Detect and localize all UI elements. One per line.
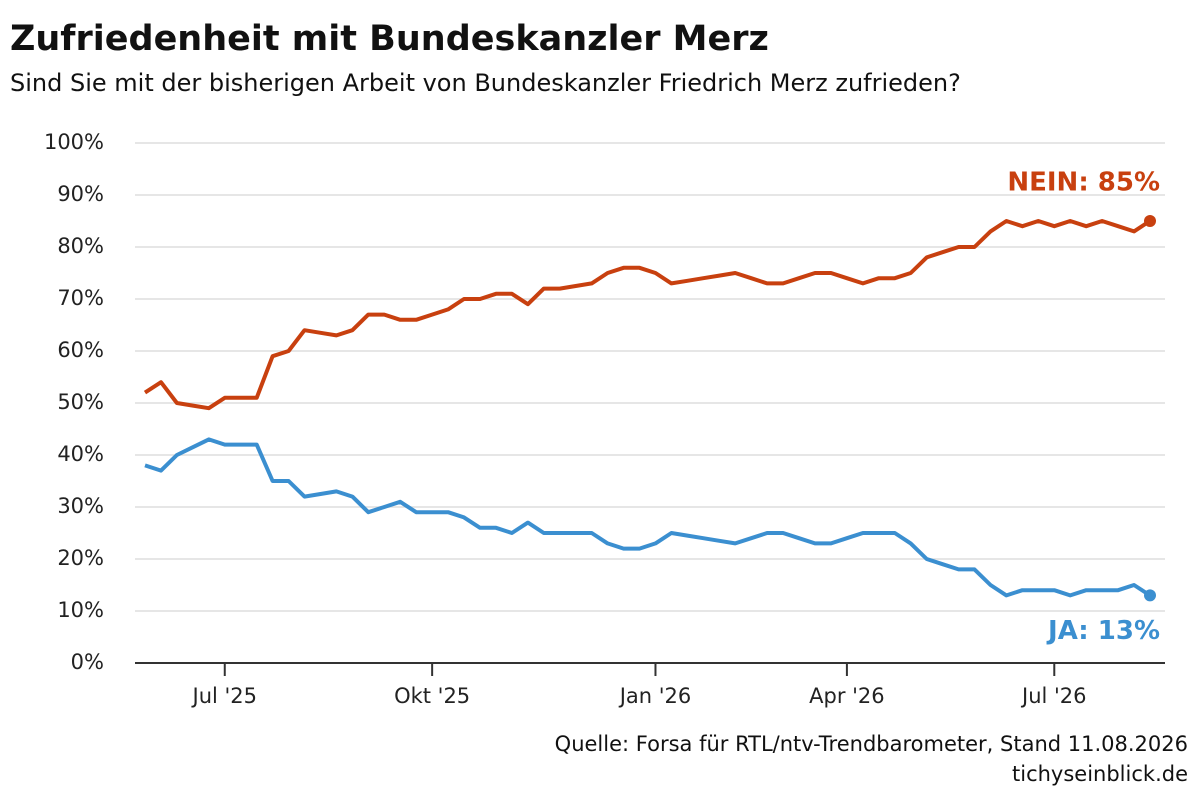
end-dot bbox=[1144, 215, 1156, 227]
y-tick-label: 80% bbox=[57, 234, 104, 258]
y-tick-label: 60% bbox=[57, 338, 104, 362]
y-tick-label: 0% bbox=[71, 650, 104, 674]
end-dot bbox=[1144, 589, 1156, 602]
source: Quelle: Forsa für RTL/ntv-Trendbarometer… bbox=[555, 732, 1188, 756]
site: tichyseinblick.de bbox=[1012, 762, 1188, 786]
series-label: NEIN: 85% bbox=[1007, 168, 1160, 198]
chart-title: Zufriedenheit mit Bundeskanzler Merz bbox=[10, 19, 769, 59]
y-tick-label: 50% bbox=[57, 390, 104, 414]
y-tick-label: 30% bbox=[57, 494, 104, 518]
series-label: JA: 13% bbox=[1046, 616, 1160, 646]
series-line bbox=[144, 437, 1152, 598]
x-tick-label: Jan '26 bbox=[618, 684, 692, 708]
y-tick-label: 90% bbox=[57, 182, 104, 206]
y-tick-label: 40% bbox=[57, 442, 104, 466]
x-tick-label: Jul '25 bbox=[191, 684, 258, 708]
y-tick-label: 10% bbox=[57, 598, 104, 622]
chart-subtitle: Sind Sie mit der bisherigen Arbeit von B… bbox=[10, 69, 961, 97]
x-tick-label: Okt '25 bbox=[394, 684, 470, 708]
x-tick-label: Jul '26 bbox=[1020, 684, 1087, 708]
y-tick-label: 20% bbox=[57, 546, 104, 570]
series-line bbox=[143, 219, 1152, 411]
y-tick-label: 100% bbox=[44, 130, 104, 154]
x-tick-label: Apr '26 bbox=[809, 684, 885, 708]
y-tick-label: 70% bbox=[57, 286, 104, 310]
